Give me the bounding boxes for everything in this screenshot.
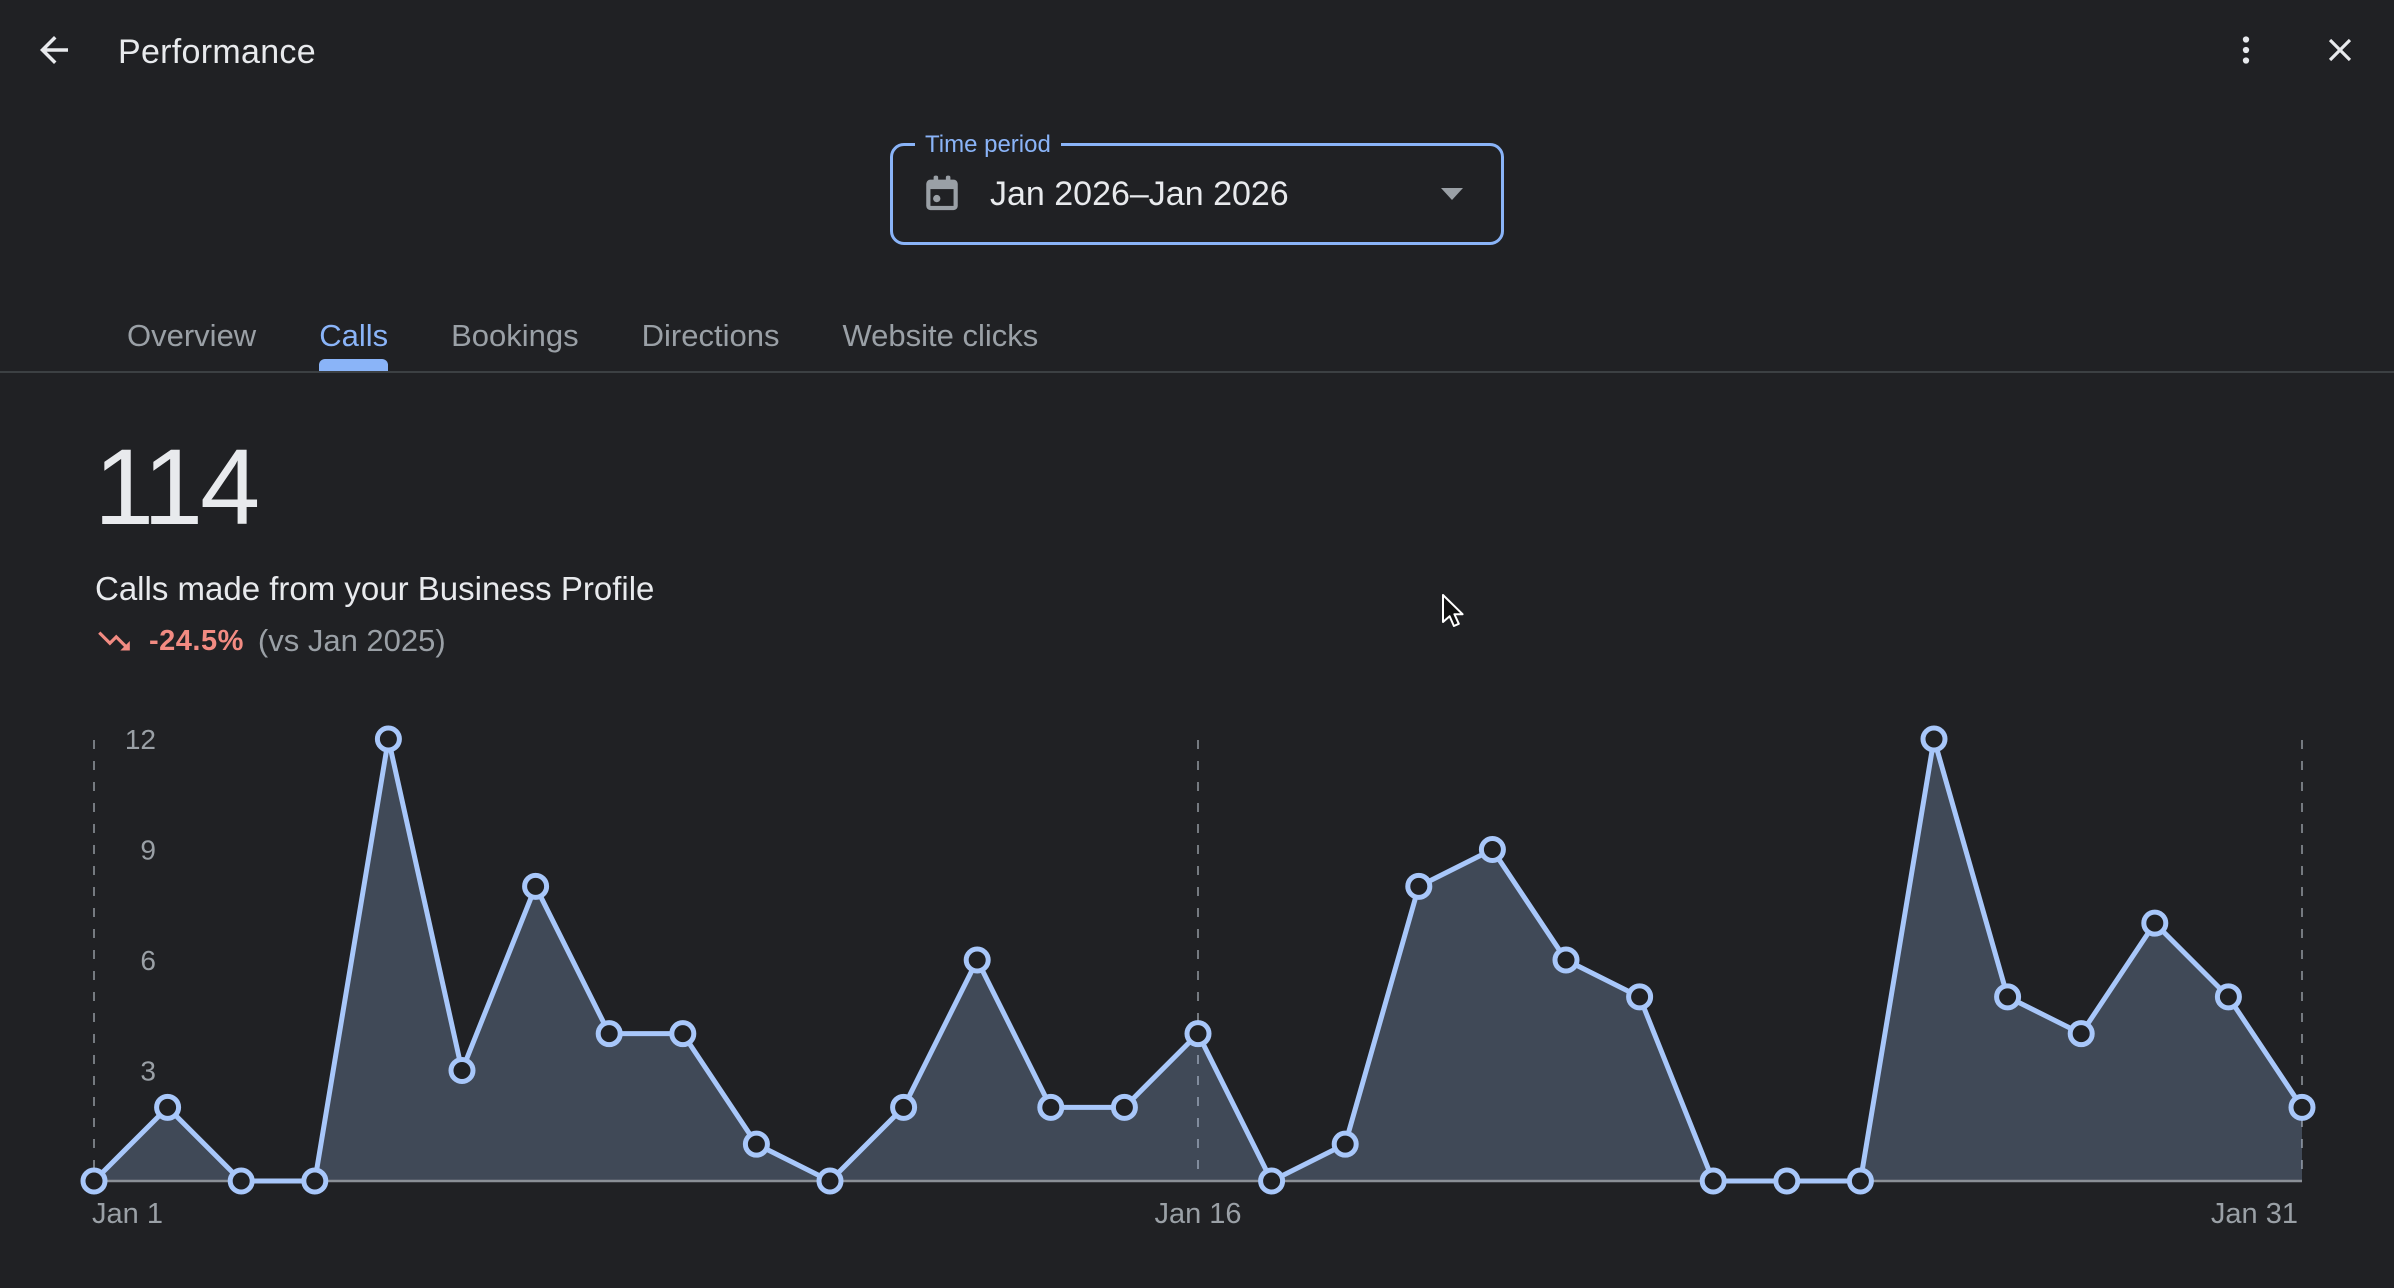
chart-point-jan-22[interactable] [1626, 983, 1654, 1011]
tab-website-clicks[interactable]: Website clicks [842, 317, 1039, 353]
chart-point-jan-9[interactable] [669, 1020, 697, 1048]
calls-chart-svg: 3 6 9 12 Jan 1 Jan 16 Jan 31 [80, 724, 2316, 1230]
chart-point-jan-11[interactable] [816, 1167, 844, 1195]
calendar-icon [926, 175, 958, 211]
kebab-menu-icon [2242, 36, 2250, 64]
chart-point-jan-10[interactable] [742, 1130, 770, 1158]
chart-point-jan-12[interactable] [890, 1093, 918, 1121]
chart-point-jan-28[interactable] [2067, 1020, 2095, 1048]
tab-directions[interactable]: Directions [641, 317, 780, 353]
tab-overview[interactable]: Overview [127, 317, 257, 353]
time-period-field[interactable]: Time period Jan 2026–Jan 2026 [890, 130, 1504, 245]
trend-row: -24.5% (vs Jan 2025) [95, 620, 446, 662]
chart-point-jan-8[interactable] [595, 1020, 623, 1048]
chart-point-jan-4[interactable] [301, 1167, 329, 1195]
metric-description: Calls made from your Business Profile [95, 570, 655, 607]
tab-calls[interactable]: Calls [319, 300, 388, 371]
close-button[interactable] [2320, 30, 2360, 70]
chart-point-jan-15[interactable] [1110, 1093, 1138, 1121]
chart-area [94, 739, 2302, 1181]
calls-chart: 3 6 9 12 Jan 1 Jan 16 Jan 31 [0, 690, 2394, 1250]
chart-point-jan-25[interactable] [1846, 1167, 1874, 1195]
chart-point-jan-5[interactable] [374, 725, 402, 753]
x-axis-label: Jan 16 [1154, 1198, 1241, 1230]
arrow-back-icon [40, 36, 68, 64]
chart-point-jan-17[interactable] [1258, 1167, 1286, 1195]
close-icon [2328, 38, 2352, 62]
chart-point-jan-16[interactable] [1184, 1020, 1212, 1048]
chart-point-jan-24[interactable] [1773, 1167, 1801, 1195]
tab-bar: Overview Calls Bookings Directions Websi… [0, 300, 2394, 373]
time-period-label: Time period [915, 130, 1061, 160]
chart-point-jan-31[interactable] [2288, 1093, 2316, 1121]
chart-point-jan-2[interactable] [154, 1093, 182, 1121]
chart-point-jan-20[interactable] [1478, 836, 1506, 863]
back-button[interactable] [30, 26, 78, 74]
mouse-cursor [1442, 594, 1464, 627]
chart-point-jan-19[interactable] [1405, 872, 1433, 900]
time-period-value: Jan 2026–Jan 2026 [990, 174, 1289, 213]
y-axis-label: 3 [140, 1056, 156, 1087]
chart-point-jan-26[interactable] [1920, 725, 1948, 753]
dropdown-arrow-icon [1441, 188, 1463, 200]
chart-point-jan-3[interactable] [227, 1167, 255, 1195]
chart-point-jan-27[interactable] [1994, 983, 2022, 1011]
trending-down-icon [98, 631, 130, 651]
chart-point-jan-23[interactable] [1699, 1167, 1727, 1195]
y-axis-label: 6 [140, 945, 156, 976]
page-title: Performance [118, 33, 316, 71]
chart-point-jan-30[interactable] [2214, 983, 2242, 1011]
metric-total-calls: 114 [94, 426, 260, 547]
trend-comparison: (vs Jan 2025) [257, 623, 446, 658]
x-axis-label: Jan 31 [2211, 1198, 2298, 1230]
tab-bookings[interactable]: Bookings [451, 317, 579, 353]
chart-point-jan-14[interactable] [1037, 1093, 1065, 1121]
chart-point-jan-7[interactable] [522, 872, 550, 900]
y-axis-label: 9 [140, 835, 156, 866]
chart-point-jan-1[interactable] [80, 1167, 108, 1195]
chart-point-jan-6[interactable] [448, 1057, 476, 1084]
chart-point-jan-13[interactable] [963, 946, 991, 974]
chart-point-jan-29[interactable] [2141, 909, 2169, 937]
trend-delta: -24.5% [149, 624, 244, 657]
chart-point-jan-18[interactable] [1331, 1130, 1359, 1158]
chart-point-jan-21[interactable] [1552, 946, 1580, 974]
x-axis-label: Jan 1 [92, 1198, 163, 1230]
more-options-button[interactable] [2226, 30, 2266, 70]
y-axis-label: 12 [125, 724, 156, 755]
